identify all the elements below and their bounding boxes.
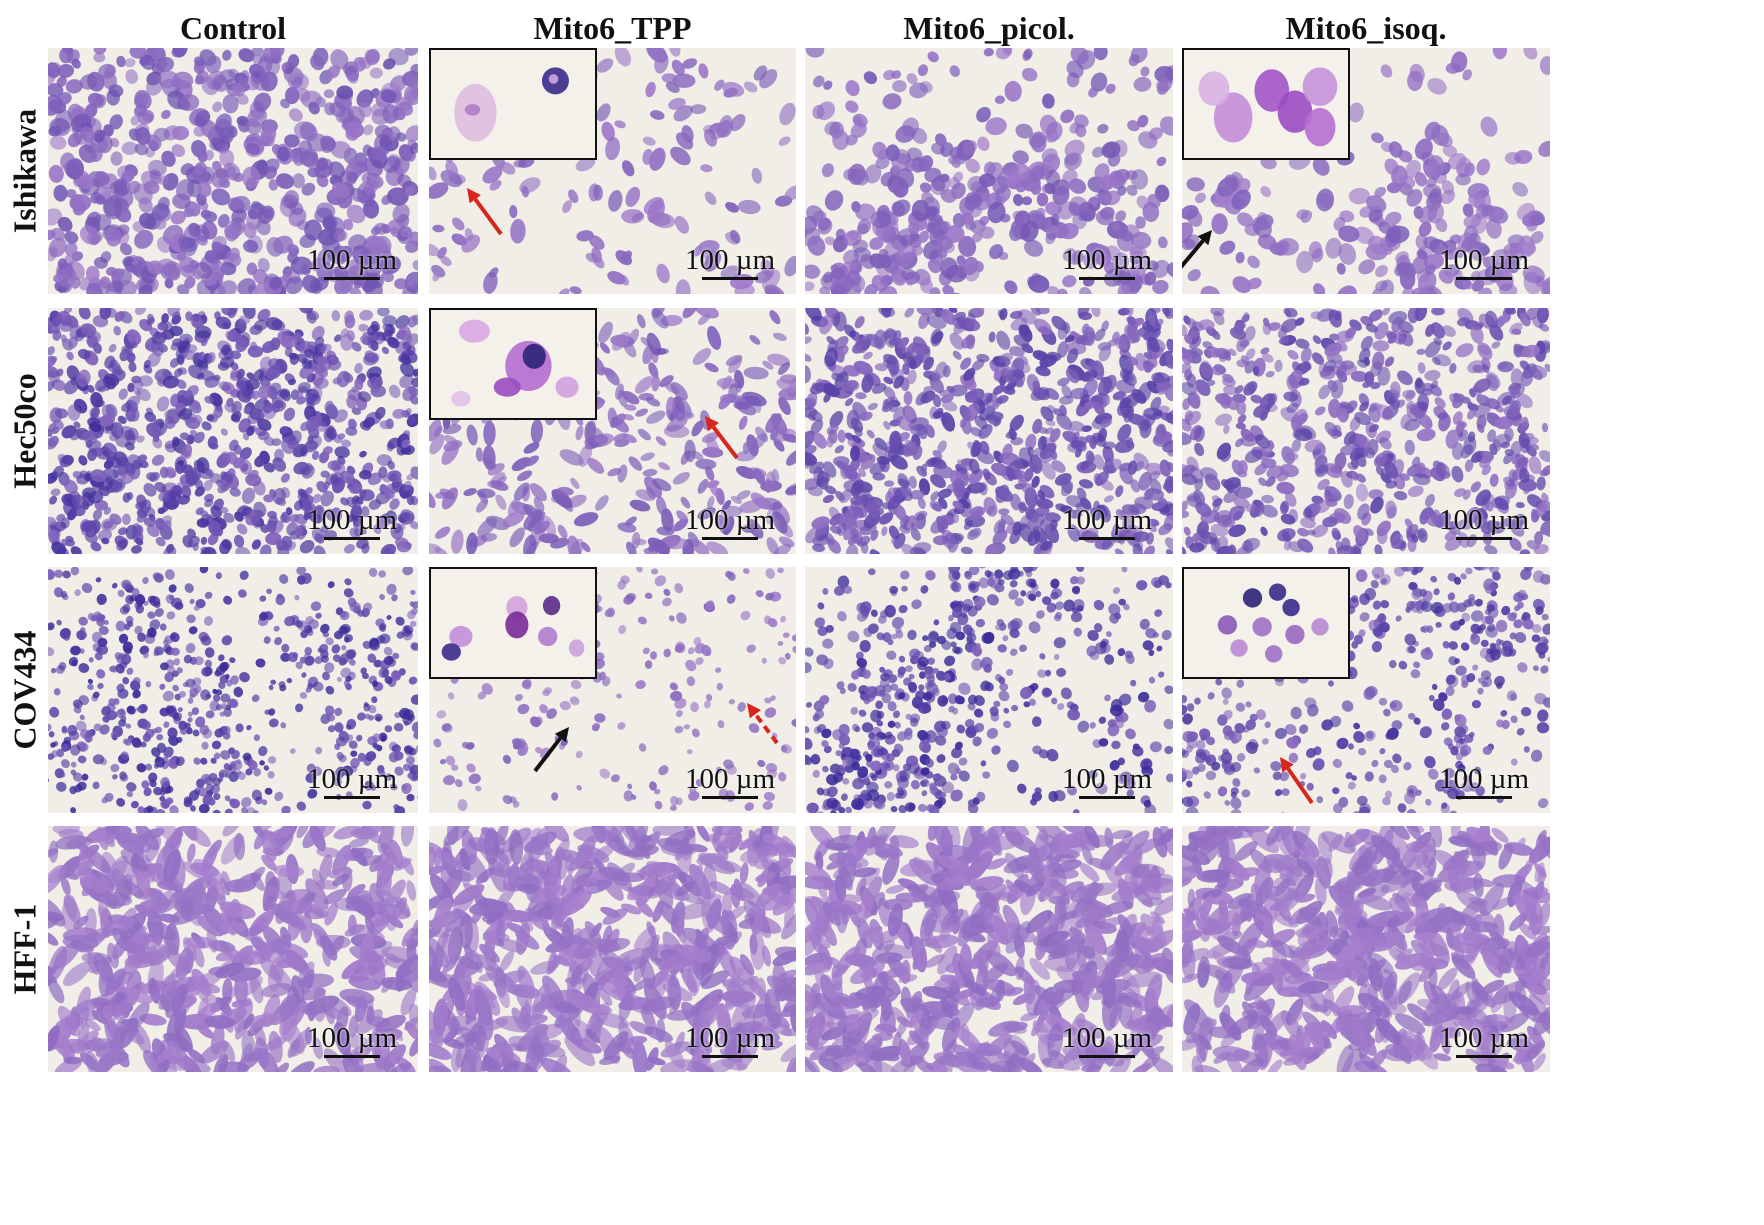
panel-hff-1-mito6-picol: 100 µm	[805, 826, 1173, 1072]
panel-hff-1-control: 100 µm	[48, 826, 418, 1072]
row-header-hff-1: HFF-1	[6, 903, 43, 995]
stained-cells	[48, 308, 418, 554]
row-header-cov434: COV434	[6, 630, 43, 750]
stained-cells	[1182, 308, 1550, 554]
magnified-inset	[429, 48, 597, 160]
panel-hff-1-mito6-tpp: 100 µm	[429, 826, 796, 1072]
panel-hff-1-mito6-isoq: 100 µm	[1182, 826, 1550, 1072]
panel-hec50co-control: 100 µm	[48, 308, 418, 554]
magnified-inset	[1182, 567, 1350, 679]
column-header-mito6-isoq: Mito6_isoq.	[1285, 10, 1447, 46]
panel-hec50co-mito6-picol: 100 µm	[805, 308, 1173, 554]
stained-cells	[805, 48, 1173, 294]
stained-cells	[48, 826, 418, 1072]
panel-cov434-mito6-tpp: 100 µm	[429, 567, 796, 813]
stained-cells	[48, 48, 418, 294]
panel-hec50co-mito6-tpp: 100 µm	[429, 308, 796, 554]
inset-cells	[454, 67, 569, 142]
column-header-control: Control	[179, 10, 287, 46]
panel-cov434-mito6-picol: 100 µm	[805, 567, 1173, 813]
panel-ishikawa-mito6-picol: 100 µm	[805, 48, 1173, 294]
stained-cells	[48, 567, 418, 813]
panel-ishikawa-mito6-tpp: 100 µm	[429, 48, 796, 294]
stained-cells	[805, 826, 1173, 1072]
stained-cells	[429, 826, 796, 1072]
column-header-mito6-tpp: Mito6_TPP	[533, 10, 692, 46]
panel-cov434-control: 100 µm	[48, 567, 418, 813]
column-header-mito6-picol: Mito6_picol.	[903, 10, 1075, 46]
panel-cov434-mito6-isoq: 100 µm	[1182, 567, 1550, 813]
inset-cells	[1217, 583, 1329, 663]
stained-cells	[805, 308, 1173, 554]
stained-cells	[1182, 826, 1550, 1072]
magnified-inset	[429, 567, 597, 679]
magnified-inset	[1182, 48, 1350, 160]
inset-cells	[451, 319, 579, 407]
inset-cells	[441, 596, 585, 661]
panel-hec50co-mito6-isoq: 100 µm	[1182, 308, 1550, 554]
row-header-ishikawa: Ishikawa	[6, 108, 43, 234]
stained-cells	[1182, 48, 1550, 294]
magnified-inset	[429, 308, 597, 420]
row-header-hec50co: Hec50co	[6, 373, 43, 489]
inset-cells	[1198, 67, 1338, 147]
stained-cells	[805, 567, 1173, 813]
panel-ishikawa-mito6-isoq: 100 µm	[1182, 48, 1550, 294]
panel-ishikawa-control: 100 µm	[48, 48, 418, 294]
